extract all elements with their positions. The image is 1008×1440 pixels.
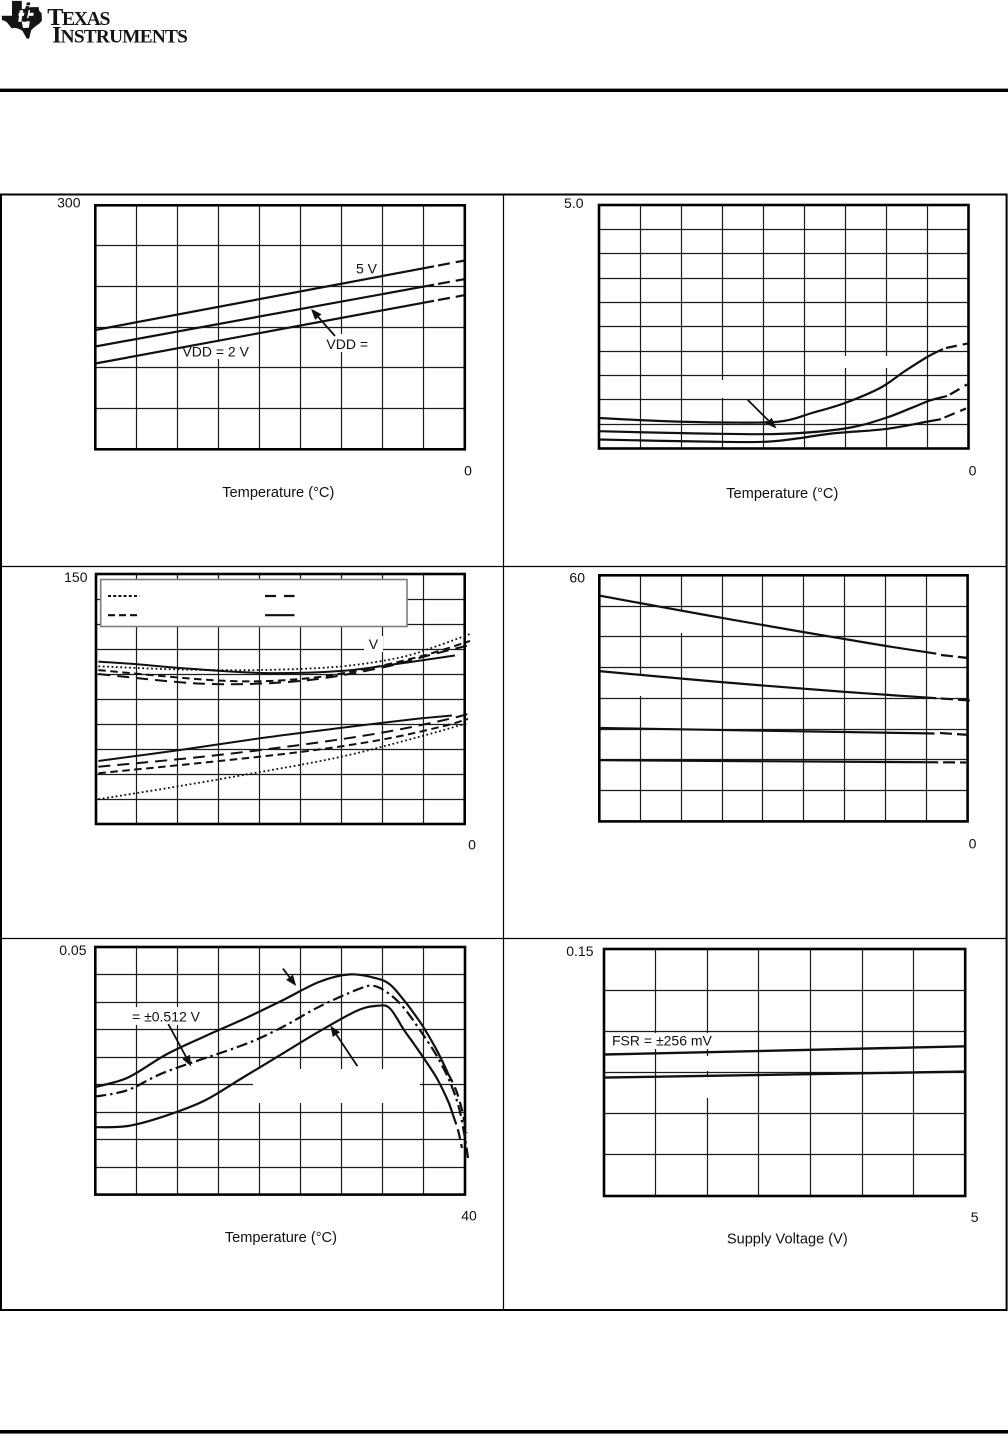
svg-text:0.05: 0.05 — [59, 942, 86, 958]
svg-text:FSR = ±256 mV: FSR = ±256 mV — [612, 1033, 713, 1049]
svg-text:Temperature (°C): Temperature (°C) — [225, 1230, 337, 1246]
svg-text:VDD =: VDD = — [326, 336, 368, 352]
svg-text:40: 40 — [461, 1208, 477, 1224]
svg-text:0.15: 0.15 — [566, 943, 593, 959]
svg-text:60: 60 — [569, 570, 585, 586]
svg-text:5.0: 5.0 — [564, 195, 584, 211]
svg-text:5: 5 — [971, 1209, 979, 1225]
svg-text:= ±0.512 V: = ±0.512 V — [132, 1009, 201, 1025]
svg-text:Supply Voltage (V): Supply Voltage (V) — [727, 1231, 848, 1247]
svg-text:INSTRUMENTS: INSTRUMENTS — [52, 23, 187, 49]
svg-text:300: 300 — [57, 195, 81, 211]
svg-text:150: 150 — [64, 569, 88, 585]
svg-text:0: 0 — [969, 836, 977, 852]
svg-text:0: 0 — [969, 463, 977, 479]
svg-text:V: V — [369, 636, 379, 652]
svg-text:Temperature (°C): Temperature (°C) — [726, 486, 838, 502]
svg-text:TEXAS: TEXAS — [47, 5, 110, 31]
svg-text:0: 0 — [468, 837, 476, 853]
svg-text:0: 0 — [464, 463, 472, 479]
svg-text:5 V: 5 V — [356, 261, 378, 277]
svg-text:Temperature (°C): Temperature (°C) — [222, 485, 334, 501]
svg-text:VDD = 2 V: VDD = 2 V — [182, 344, 249, 360]
